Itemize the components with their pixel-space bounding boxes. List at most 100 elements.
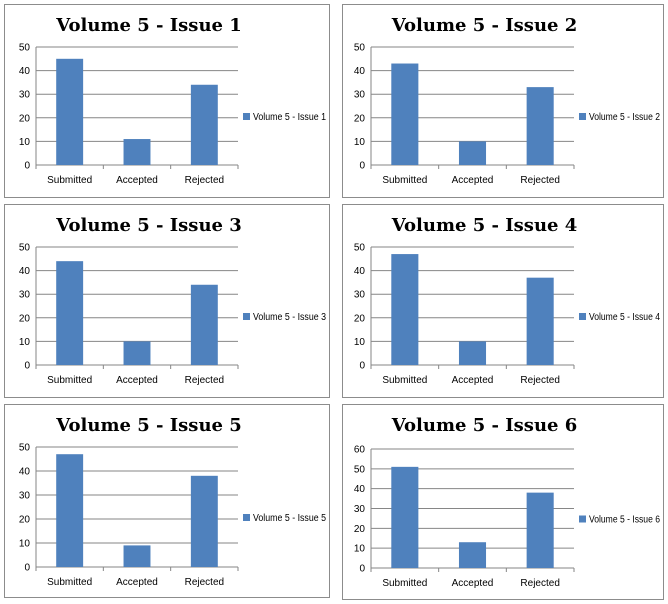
bar-submitted [56, 58, 84, 165]
bar-submitted [56, 261, 84, 365]
bar-submitted [56, 454, 84, 567]
x-tick-label: Submitted [382, 375, 427, 386]
y-tick-label: 30 [19, 290, 31, 301]
legend-swatch [579, 113, 586, 120]
y-tick-label: 50 [354, 243, 366, 254]
chart-svg-3: Volume 5 - Issue 3 0 10 20 30 40 50 Submitted Ac… [19, 215, 327, 386]
chart-title: Volume 5 - Issue 5 [55, 415, 242, 436]
y-tick-label: 40 [19, 467, 31, 478]
x-tick-label: Rejected [520, 175, 559, 186]
y-tick-label: 10 [354, 137, 366, 148]
bar-rejected [190, 84, 218, 165]
y-tick-label: 10 [19, 337, 31, 348]
x-tick-label: Accepted [452, 578, 494, 589]
y-tick-label: 0 [359, 161, 365, 172]
y-tick-label: 30 [354, 504, 366, 515]
y-tick-label: 60 [354, 445, 366, 456]
bar-accepted [123, 545, 151, 567]
x-tick-label: Accepted [116, 375, 158, 386]
bar-submitted [391, 466, 419, 568]
chart-svg-4: Volume 5 - Issue 4 0 10 20 30 40 50 Submitted Ac… [354, 215, 660, 386]
y-tick-label: 10 [354, 337, 366, 348]
y-tick-label: 40 [19, 266, 31, 277]
y-tick-label: 30 [354, 90, 366, 101]
y-tick-label: 20 [19, 515, 31, 526]
x-tick-label: Rejected [520, 578, 559, 589]
chart-panel-1: Volume 5 - Issue 1 0 10 20 30 40 50 Submitted Ac… [4, 4, 330, 198]
legend-swatch [579, 515, 586, 523]
x-tick-label: Submitted [47, 577, 92, 588]
bar-rejected [526, 87, 554, 165]
y-tick-label: 10 [354, 544, 366, 555]
legend-label: Volume 5 - Issue 1 [253, 112, 326, 123]
bar-accepted [123, 139, 151, 165]
x-tick-label: Rejected [185, 375, 224, 386]
y-tick-label: 10 [19, 137, 31, 148]
x-tick-label: Submitted [382, 175, 427, 186]
x-tick-label: Submitted [47, 175, 92, 186]
chart-title: Volume 5 - Issue 3 [55, 215, 242, 236]
chart-title: Volume 5 - Issue 2 [391, 15, 578, 36]
chart-svg-5: Volume 5 - Issue 5 0 10 20 30 40 50 Submitted Ac… [19, 415, 327, 588]
legend-label: Volume 5 - Issue 4 [589, 312, 660, 323]
y-tick-label: 40 [354, 66, 366, 77]
x-tick-label: Rejected [185, 577, 224, 588]
bar-rejected [526, 277, 554, 365]
y-tick-label: 20 [19, 113, 31, 124]
legend-label: Volume 5 - Issue 6 [589, 515, 660, 526]
y-tick-label: 40 [19, 66, 31, 77]
chart-title: Volume 5 - Issue 4 [391, 215, 578, 236]
y-tick-label: 50 [354, 464, 366, 475]
y-tick-label: 20 [19, 313, 31, 324]
legend-swatch [579, 313, 586, 320]
chart-svg-2: Volume 5 - Issue 2 0 10 20 30 40 50 Submitted Ac… [354, 15, 660, 186]
y-tick-label: 40 [354, 266, 366, 277]
y-tick-label: 0 [24, 161, 30, 172]
chart-panel-3: Volume 5 - Issue 3 0 10 20 30 40 50 Submitted Ac… [4, 204, 330, 398]
chart-panel-4: Volume 5 - Issue 4 0 10 20 30 40 50 Submitted Ac… [342, 204, 664, 398]
bar-submitted [391, 254, 419, 365]
legend-swatch [243, 113, 250, 120]
y-tick-label: 50 [19, 443, 31, 454]
y-tick-label: 30 [354, 290, 366, 301]
x-tick-label: Accepted [452, 175, 494, 186]
bar-submitted [391, 63, 419, 165]
legend-swatch [243, 514, 250, 521]
bar-accepted [123, 341, 151, 365]
legend-label: Volume 5 - Issue 2 [589, 112, 660, 123]
y-tick-label: 0 [359, 361, 365, 372]
chart-svg-6: Volume 5 - Issue 6 0 10 20 30 40 50 60 Submitted… [354, 415, 660, 589]
chart-svg-1: Volume 5 - Issue 1 0 10 20 30 40 50 Submitted Ac… [19, 15, 327, 186]
y-tick-label: 0 [24, 361, 30, 372]
y-tick-label: 30 [19, 90, 31, 101]
x-tick-label: Rejected [520, 375, 559, 386]
bar-accepted [458, 141, 487, 165]
x-tick-label: Submitted [382, 578, 427, 589]
bar-rejected [190, 284, 218, 365]
y-tick-label: 50 [19, 43, 31, 54]
y-tick-label: 10 [19, 539, 31, 550]
y-tick-label: 30 [19, 491, 31, 502]
x-tick-label: Accepted [452, 375, 494, 386]
y-tick-label: 0 [24, 563, 30, 574]
y-tick-label: 40 [354, 484, 366, 495]
chart-title: Volume 5 - Issue 6 [391, 415, 578, 436]
y-tick-label: 20 [354, 313, 366, 324]
chart-title: Volume 5 - Issue 1 [55, 15, 242, 36]
x-tick-label: Accepted [116, 577, 158, 588]
y-tick-label: 20 [354, 524, 366, 535]
bar-rejected [190, 475, 218, 567]
y-tick-label: 20 [354, 113, 366, 124]
legend-label: Volume 5 - Issue 3 [253, 312, 326, 323]
legend-label: Volume 5 - Issue 5 [253, 513, 326, 524]
y-tick-label: 50 [19, 243, 31, 254]
chart-panel-2: Volume 5 - Issue 2 0 10 20 30 40 50 Submitted Ac… [342, 4, 664, 198]
y-tick-label: 0 [359, 564, 365, 575]
chart-panel-6: Volume 5 - Issue 6 0 10 20 30 40 50 60 Submitted… [342, 404, 664, 600]
legend-swatch [243, 313, 250, 320]
x-tick-label: Submitted [47, 375, 92, 386]
bar-accepted [458, 341, 487, 365]
bar-accepted [458, 542, 487, 568]
bar-rejected [526, 492, 554, 568]
x-tick-label: Rejected [185, 175, 224, 186]
